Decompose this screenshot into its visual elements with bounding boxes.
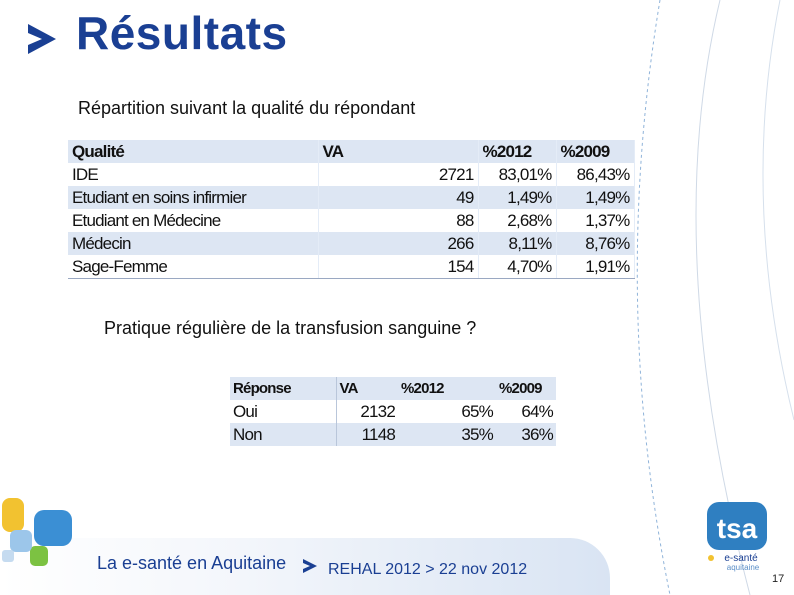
table-cell: 1,91% xyxy=(556,255,635,279)
logo-subtext: e-santé xyxy=(724,553,758,564)
table-cell: 65% xyxy=(461,401,493,421)
page-number: 17 xyxy=(772,573,785,585)
logo-text: tsa xyxy=(717,513,758,544)
table-cell: 154 xyxy=(318,255,479,279)
page-title: Résultats xyxy=(76,7,288,59)
table-cell: Médecin xyxy=(68,232,319,255)
table-cell: 49 xyxy=(318,186,479,209)
section-subtitle-respondent-quality: Répartition suivant la qualité du répond… xyxy=(78,98,416,118)
table-row: Médecin 266 8,11% 8,76% xyxy=(68,232,635,255)
table-cell: Non xyxy=(230,423,337,446)
footer-band xyxy=(0,538,610,595)
table-cell: 1148 xyxy=(361,424,396,444)
puzzle-logo-icon xyxy=(2,498,72,566)
column-header: %2012 xyxy=(401,380,445,397)
table-cell: 35% xyxy=(461,424,493,444)
table-cell: 4,70% xyxy=(478,255,557,279)
column-header: Réponse xyxy=(230,377,337,400)
column-header: VA xyxy=(318,140,479,163)
table-cell: Etudiant en Médecine xyxy=(68,209,319,232)
table-cell: IDE xyxy=(68,163,319,186)
logo-subtext-2: aquitaine xyxy=(727,563,760,572)
chevron-right-icon xyxy=(303,559,317,573)
table-cell: Etudiant en soins infirmier xyxy=(68,186,319,209)
table-header-row: Qualité VA %2012 %2009 xyxy=(68,140,635,163)
table-cell: 83,01% xyxy=(478,163,557,186)
table-row: Etudiant en soins infirmier 49 1,49% 1,4… xyxy=(68,186,635,209)
column-header: Qualité xyxy=(68,140,319,163)
column-header: %2012 xyxy=(478,140,557,163)
table-cell: 86,43% xyxy=(556,163,635,186)
column-header: %2009 xyxy=(499,380,543,397)
table-cell: 1,49% xyxy=(556,186,635,209)
section-subtitle-transfusion: Pratique régulière de la transfusion san… xyxy=(104,318,477,338)
table-cell: 88 xyxy=(318,209,479,232)
table-cell: 8,76% xyxy=(556,232,635,255)
table-row: Etudiant en Médecine 88 2,68% 1,37% xyxy=(68,209,635,232)
table-header-row: Réponse VA %2012 %2009 xyxy=(230,377,556,400)
decorative-arcs xyxy=(636,0,794,595)
column-header: VA xyxy=(339,380,359,397)
table-row: Oui 2132 65% 64% xyxy=(230,400,556,423)
table-cell: Oui xyxy=(230,400,337,423)
table-cell: Sage-Femme xyxy=(68,255,319,279)
brand-name: La e-santé en Aquitaine xyxy=(97,553,287,573)
table-cell: 1,37% xyxy=(556,209,635,232)
table-cell: 2132 xyxy=(360,401,395,421)
transfusion-practice-table: Réponse VA %2012 %2009 Oui 2132 65% 64% … xyxy=(230,377,556,446)
table-cell: 1,49% xyxy=(478,186,557,209)
chevron-right-icon xyxy=(28,24,56,54)
table-row: Sage-Femme 154 4,70% 1,91% xyxy=(68,255,635,279)
table-cell: 8,11% xyxy=(478,232,557,255)
column-header: %2009 xyxy=(556,140,635,163)
table-cell: 266 xyxy=(318,232,479,255)
table-cell: 2721 xyxy=(318,163,479,186)
tsa-logo-icon: tsa e-santé aquitaine xyxy=(707,502,767,572)
respondent-quality-table: Qualité VA %2012 %2009 IDE 2721 83,01% 8… xyxy=(68,140,635,279)
footer-event-text: REHAL 2012 > 22 nov 2012 xyxy=(328,561,528,578)
table-row: IDE 2721 83,01% 86,43% xyxy=(68,163,635,186)
table-cell: 64% xyxy=(521,401,553,421)
table-row: Non 1148 35% 36% xyxy=(230,423,556,446)
table-cell: 36% xyxy=(521,424,553,444)
table-cell: 2,68% xyxy=(478,209,557,232)
